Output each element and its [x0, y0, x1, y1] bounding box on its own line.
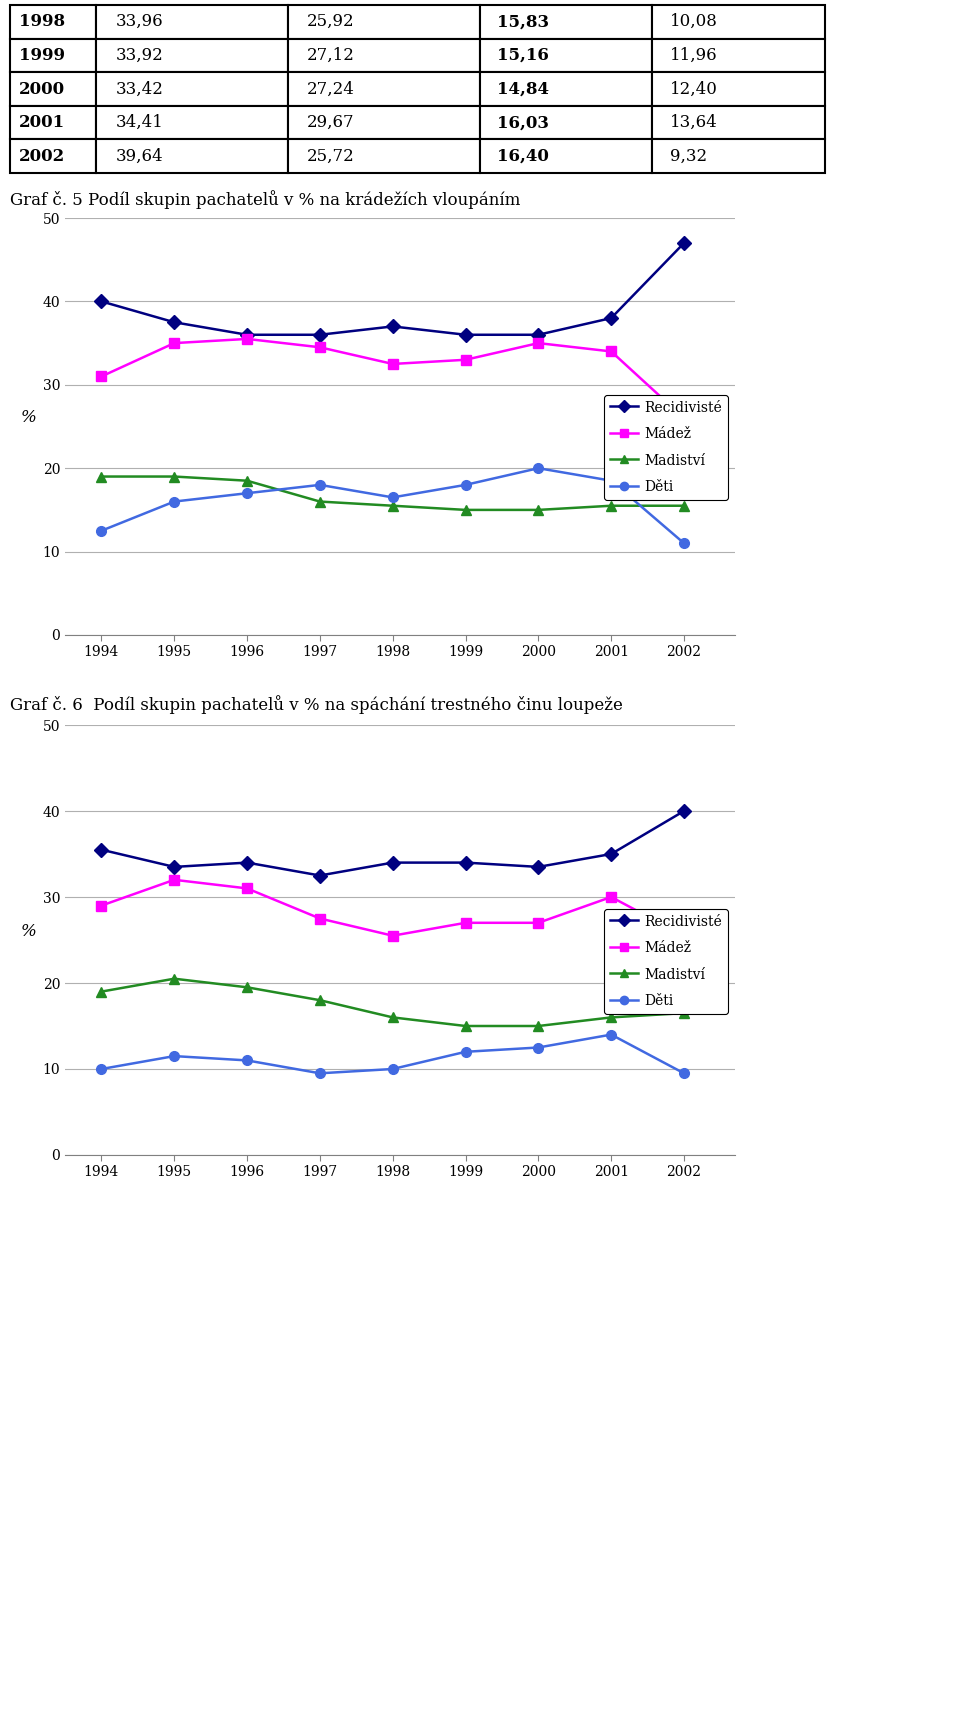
Y-axis label: %: %	[21, 410, 36, 427]
Y-axis label: %: %	[21, 923, 36, 940]
Legend: Recidivisté, Mádež, Madiství, Děti: Recidivisté, Mádež, Madiství, Děti	[605, 909, 728, 1014]
Legend: Recidivisté, Mádež, Madiství, Děti: Recidivisté, Mádež, Madiství, Děti	[605, 395, 728, 499]
Text: Graf č. 6  Podíl skupin pachatelů v % na spáchání trestného činu loupeže: Graf č. 6 Podíl skupin pachatelů v % na …	[10, 695, 623, 714]
Text: Graf č. 5 Podíl skupin pachatelů v % na krádežích vloupáním: Graf č. 5 Podíl skupin pachatelů v % na …	[10, 190, 520, 209]
